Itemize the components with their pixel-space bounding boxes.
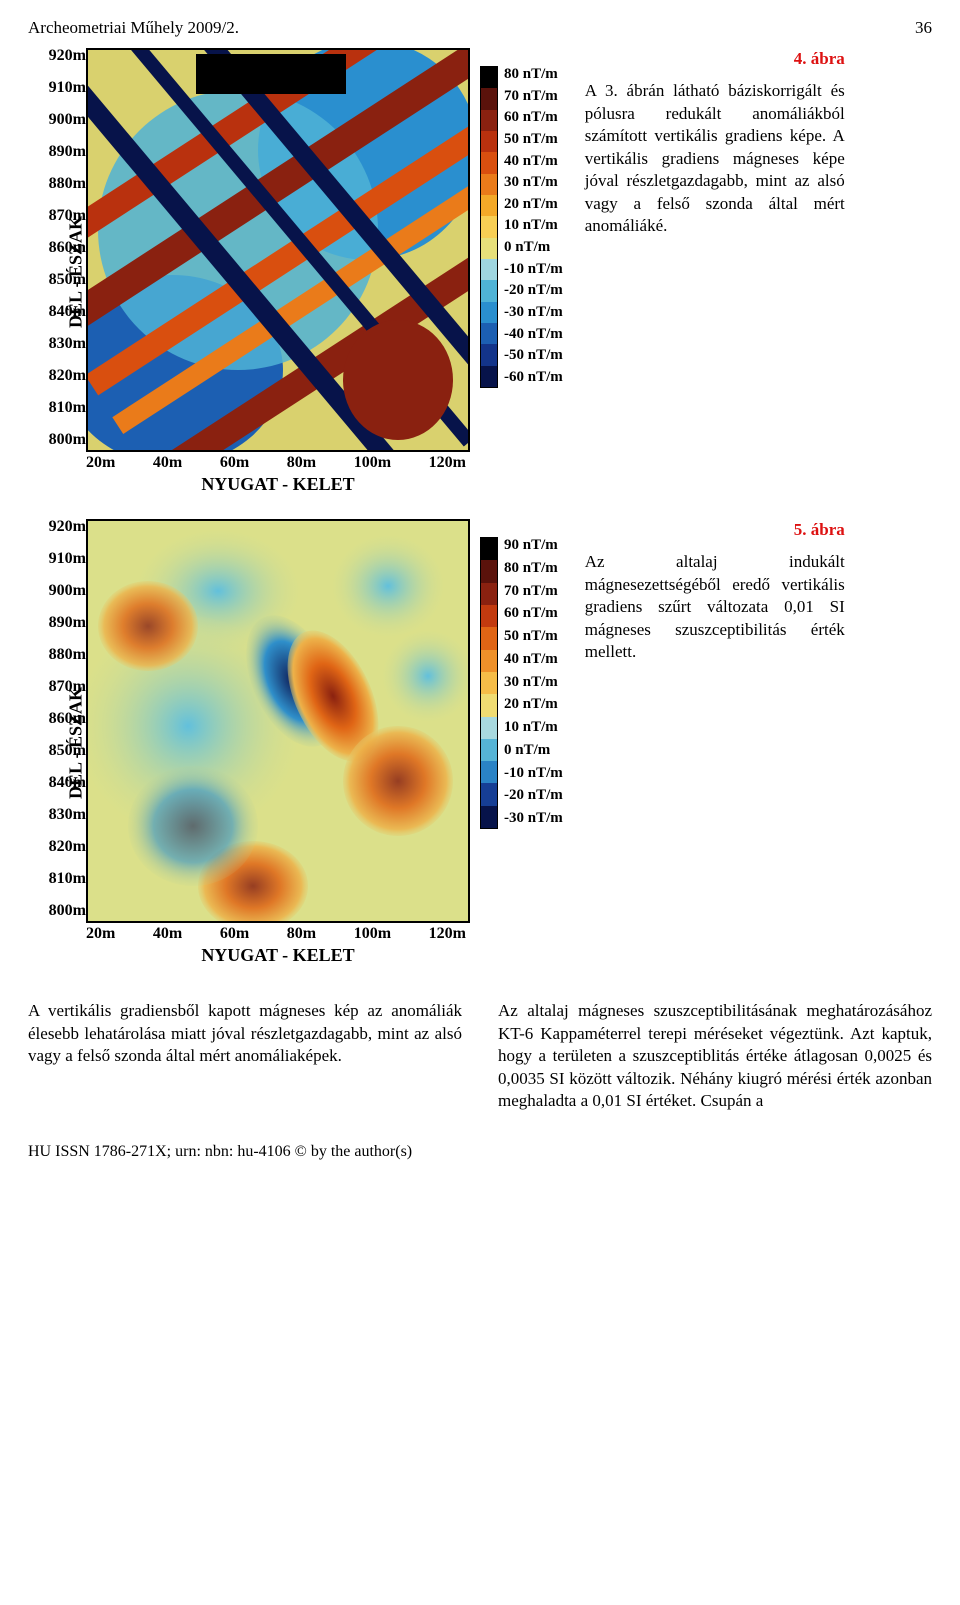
figure-4-plot: DÉL - ÉSZAK 920m910m900m890m880m870m860m… bbox=[28, 48, 470, 495]
figure-5-number: 5. ábra bbox=[585, 519, 845, 541]
figure-4-number: 4. ábra bbox=[585, 48, 845, 70]
body-left-col: A vertikális gradiensből kapott mágneses… bbox=[28, 1000, 462, 1113]
figure-5-colorbar: 90 nT/m80 nT/m70 nT/m60 nT/m50 nT/m40 nT… bbox=[480, 537, 563, 829]
figure-4-caption: 4. ábra A 3. ábrán látható báziskorrigál… bbox=[585, 48, 845, 238]
footer-issn: HU ISSN 1786-271X; urn: nbn: hu-4106 © b… bbox=[28, 1143, 932, 1161]
figure-5-plot: DÉL - ÉSZAK 920m910m900m890m880m870m860m… bbox=[28, 519, 470, 966]
figure-4-colorbar: 80 nT/m70 nT/m60 nT/m50 nT/m40 nT/m30 nT… bbox=[480, 66, 563, 388]
x-axis-ticks: 20m40m60m80m100m120m bbox=[86, 454, 466, 472]
figure-5-caption: 5. ábra Az altalaj indukált mágnesezetts… bbox=[585, 519, 845, 664]
running-head: Archeometriai Műhely 2009/2. 36 bbox=[28, 18, 932, 38]
x-axis-label: NYUGAT - KELET bbox=[86, 945, 470, 966]
y-axis-ticks: 920m910m900m890m880m870m860m850m840m830m… bbox=[38, 48, 86, 448]
page-number: 36 bbox=[915, 18, 932, 38]
figure-5-heatmap bbox=[86, 519, 470, 923]
figure-5-caption-text: Az altalaj indukált mágnesezettségéből e… bbox=[585, 551, 845, 663]
x-axis-ticks: 20m40m60m80m100m120m bbox=[86, 925, 466, 943]
figure-4: DÉL - ÉSZAK 920m910m900m890m880m870m860m… bbox=[28, 48, 932, 495]
body-text: A vertikális gradiensből kapott mágneses… bbox=[28, 1000, 932, 1113]
y-axis-ticks: 920m910m900m890m880m870m860m850m840m830m… bbox=[38, 519, 86, 919]
figure-4-heatmap bbox=[86, 48, 470, 452]
figure-4-caption-text: A 3. ábrán látható báziskorrigált és pól… bbox=[585, 80, 845, 237]
journal-title: Archeometriai Műhely 2009/2. bbox=[28, 18, 239, 38]
body-right-col: Az altalaj mágneses szuszceptibilitásána… bbox=[498, 1000, 932, 1113]
x-axis-label: NYUGAT - KELET bbox=[86, 474, 470, 495]
figure-5: DÉL - ÉSZAK 920m910m900m890m880m870m860m… bbox=[28, 519, 932, 966]
